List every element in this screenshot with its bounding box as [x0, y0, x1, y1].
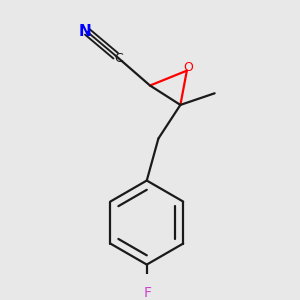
- Text: F: F: [143, 286, 152, 300]
- Text: O: O: [183, 61, 193, 74]
- Text: C: C: [114, 52, 123, 65]
- Text: N: N: [78, 24, 91, 39]
